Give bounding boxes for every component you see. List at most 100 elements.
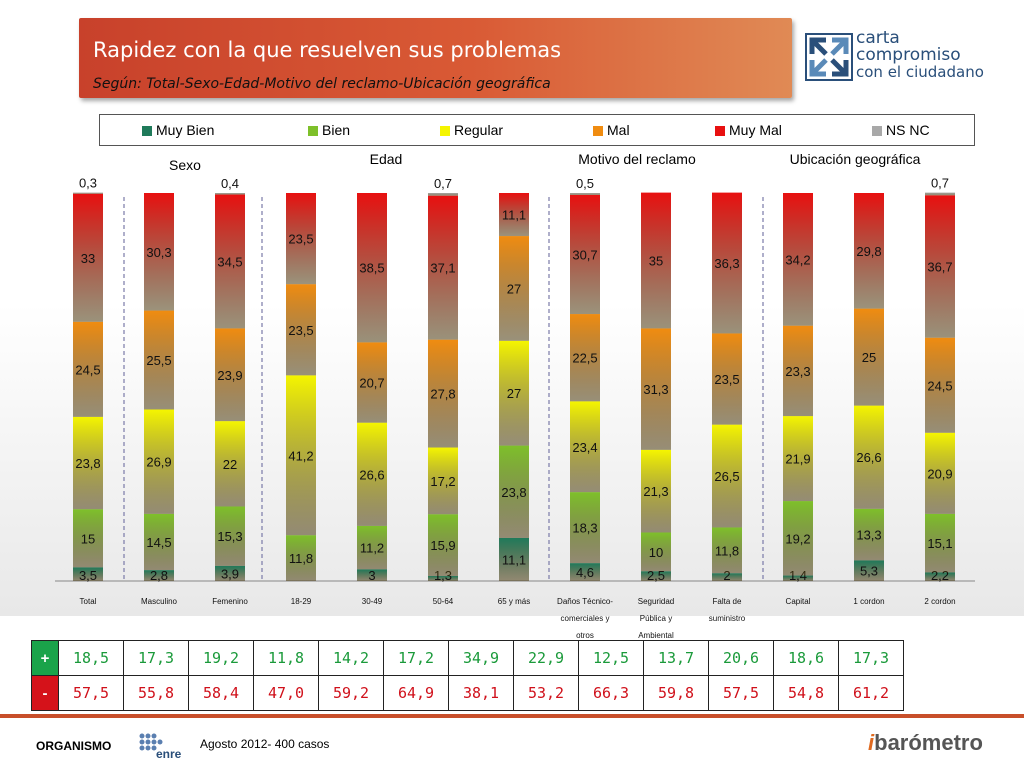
group-label: Sexo: [169, 157, 201, 173]
data-label: 0,7: [434, 176, 452, 191]
plus-value-cell: 17,3: [123, 640, 189, 676]
category-label: otros: [576, 631, 594, 640]
data-label: 20,7: [359, 376, 384, 391]
data-label: 24,5: [927, 378, 952, 393]
plus-value-cell: 22,9: [513, 640, 579, 676]
bar-segment: [428, 195, 458, 340]
data-label: 25: [862, 350, 876, 365]
bar-segment: [783, 575, 813, 581]
bar-segment: [925, 337, 955, 433]
bar-segment: [73, 321, 103, 417]
bar-segment: [286, 375, 316, 536]
bar-segment: [215, 506, 245, 566]
bar-segment: [925, 195, 955, 338]
bar-segment: [499, 537, 529, 581]
data-label: 34,5: [217, 254, 242, 269]
data-label: 26,6: [359, 467, 384, 482]
plus-sign: +: [31, 640, 59, 676]
data-label: 26,9: [146, 455, 171, 470]
bar-segment: [428, 193, 458, 196]
title-banner: Rapidez con la que resuelven sus problem…: [79, 18, 792, 98]
bar-segment: [428, 339, 458, 448]
footer-date: Agosto 2012- 400 casos: [200, 737, 330, 751]
legend-item-mal: Mal: [593, 122, 630, 138]
plus-value-cell: 18,6: [773, 640, 839, 676]
plus-value-cell: 20,6: [708, 640, 774, 676]
data-label: 37,1: [430, 261, 455, 276]
bar-segment: [712, 527, 742, 574]
carta-compromiso-logo: carta compromiso con el ciudadano: [800, 26, 990, 88]
bar-segment: [570, 563, 600, 581]
minus-value-cell: 54,8: [773, 675, 839, 711]
bar-segment: [428, 575, 458, 581]
data-label: 0,3: [79, 176, 97, 191]
category-label: 18-29: [291, 597, 312, 606]
bar-segment: [215, 194, 245, 329]
data-label: 23,5: [288, 232, 313, 247]
data-label: 21,3: [643, 484, 668, 499]
bar-segment: [854, 405, 884, 509]
bar-segment: [428, 514, 458, 576]
data-label: 35: [649, 254, 663, 269]
bar-segment: [783, 416, 813, 502]
data-label: 11,1: [502, 552, 526, 567]
logo-text: carta compromiso con el ciudadano: [856, 30, 984, 81]
minus-value-cell: 47,0: [253, 675, 319, 711]
data-label: 23,9: [217, 368, 242, 383]
bar-segment: [286, 284, 316, 376]
bar-segment: [144, 193, 174, 311]
category-label: Femenino: [212, 597, 248, 606]
bar-segment: [499, 193, 529, 237]
bar-segment: [73, 509, 103, 568]
bar-segment: [215, 565, 245, 581]
data-label: 22,5: [572, 351, 597, 366]
bar-segment: [215, 328, 245, 422]
minus-value-cell: 59,8: [643, 675, 709, 711]
data-label: 23,3: [785, 364, 810, 379]
bar-segment: [783, 501, 813, 576]
legend-item-regular: Regular: [440, 122, 503, 138]
data-label: 2,8: [150, 568, 168, 583]
enre-logo: enre: [138, 731, 190, 761]
bar-segment: [641, 328, 671, 450]
stacked-bar-chart: Sexo Edad Motivo del reclamo Ubicación geog…: [55, 151, 975, 640]
bar-segment: [712, 573, 742, 581]
legend-swatch-icon: [715, 126, 725, 136]
data-label: 21,9: [785, 452, 810, 467]
bar-segment: [144, 513, 174, 571]
data-label: 41,2: [288, 448, 313, 463]
minus-sign: -: [31, 675, 59, 711]
plus-value-cell: 19,2: [188, 640, 254, 676]
plus-value-cell: 11,8: [253, 640, 319, 676]
bar-segment: [925, 192, 955, 196]
data-label: 30,3: [146, 245, 171, 260]
category-label: Seguridad: [638, 597, 674, 606]
data-label: 14,5: [146, 535, 171, 550]
bar-segment: [925, 432, 955, 514]
plus-value-cell: 34,9: [448, 640, 514, 676]
data-label: 23,8: [501, 485, 526, 500]
legend-swatch-icon: [142, 126, 152, 136]
bar-segment: [499, 445, 529, 538]
carta-compromiso-icon: [805, 33, 853, 81]
data-label: 23,8: [75, 456, 100, 471]
category-label: Total: [80, 597, 97, 606]
category-label: 2 cordon: [924, 597, 955, 606]
bar-segment: [428, 447, 458, 515]
data-label: 30,7: [572, 247, 597, 262]
bar-segment: [357, 422, 387, 526]
category-label: Capital: [786, 597, 811, 606]
data-label: 18,3: [572, 521, 597, 536]
bar-segment: [357, 342, 387, 423]
legend-swatch-icon: [593, 126, 603, 136]
bar-segment: [854, 560, 884, 581]
data-label: 23,4: [572, 440, 597, 455]
data-label: 33: [81, 251, 95, 266]
data-label: 11,8: [715, 543, 739, 558]
group-label: Motivo del reclamo: [578, 151, 696, 167]
summary-table: +18,5 17,3 19,2 11,8 14,2 17,2 34,9 22,9 12,5 13,…: [31, 640, 904, 711]
bar-segment: [854, 308, 884, 406]
plus-value-cell: 13,7: [643, 640, 709, 676]
legend-item-muy-mal: Muy Mal: [715, 122, 782, 138]
data-label: 0,7: [931, 176, 949, 191]
